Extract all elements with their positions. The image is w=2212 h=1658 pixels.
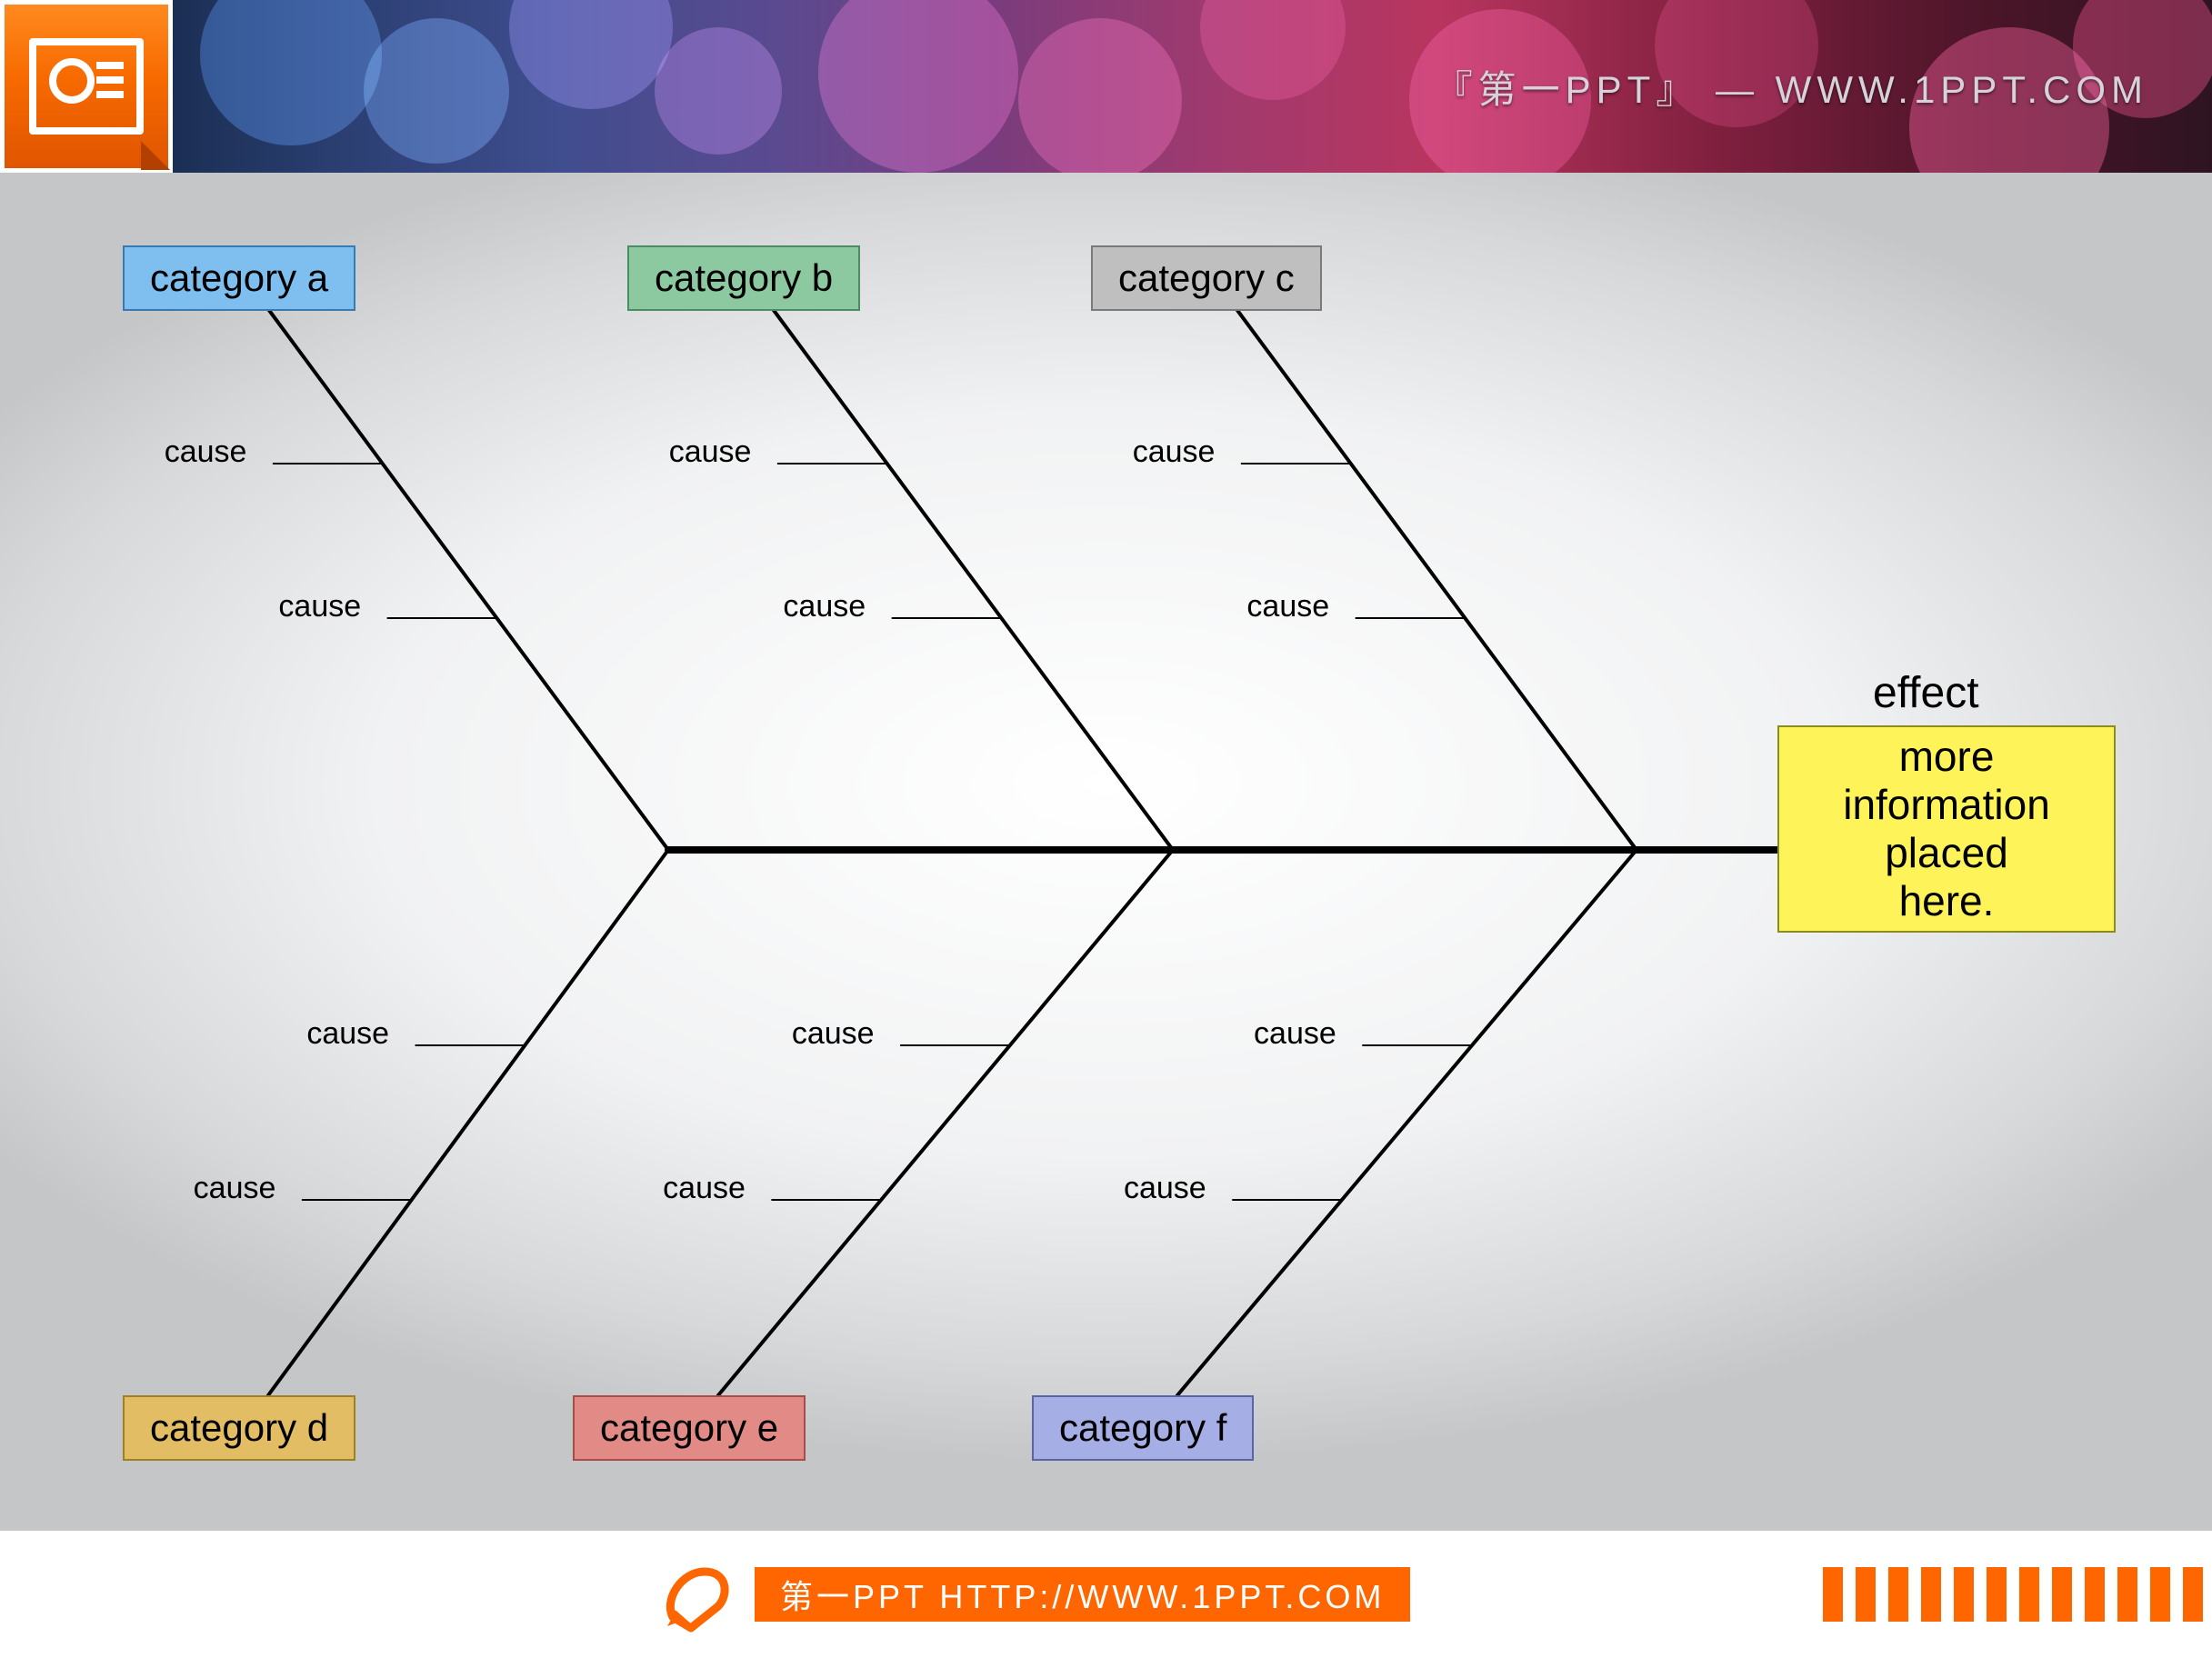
cause-label-a-1: cause xyxy=(165,434,247,470)
cause-label-c-1: cause xyxy=(1133,434,1216,470)
banner-site-label: 『第一PPT』 — WWW.1PPT.COM xyxy=(1435,59,2148,115)
category-box-a: category a xyxy=(123,245,355,311)
category-box-c: category c xyxy=(1091,245,1322,311)
category-box-f: category f xyxy=(1032,1395,1254,1461)
slide-canvas: cause cause category a cause cause category b… xyxy=(0,173,2212,1533)
top-banner: 『第一PPT』 — WWW.1PPT.COM xyxy=(0,0,2212,173)
cause-label-d-2: cause xyxy=(194,1171,276,1206)
page-root: 『第一PPT』 — WWW.1PPT.COM cause cause categor… xyxy=(0,0,2212,1658)
pencil-icon xyxy=(655,1553,736,1635)
cause-label-f-2: cause xyxy=(1124,1171,1206,1206)
footer-stripes xyxy=(1823,1567,2212,1622)
cause-label-a-2: cause xyxy=(278,589,361,624)
category-box-b: category b xyxy=(627,245,860,311)
footer-text: 第一PPT HTTP://WWW.1PPT.COM xyxy=(755,1567,1410,1622)
cause-label-b-2: cause xyxy=(783,589,866,624)
ppt-file-icon xyxy=(0,0,173,173)
cause-label-c-2: cause xyxy=(1246,589,1329,624)
cause-label-d-1: cause xyxy=(306,1016,389,1052)
cause-label-e-2: cause xyxy=(663,1171,746,1206)
category-box-e: category e xyxy=(573,1395,806,1461)
cause-label-f-1: cause xyxy=(1254,1016,1336,1052)
effect-box: moreinformationplacedhere. xyxy=(1777,725,2116,933)
cause-label-e-1: cause xyxy=(792,1016,875,1052)
category-box-d: category d xyxy=(123,1395,355,1461)
footer: 第一PPT HTTP://WWW.1PPT.COM xyxy=(0,1531,2212,1658)
effect-title: effect xyxy=(1873,668,1979,718)
cause-label-b-1: cause xyxy=(669,434,752,470)
